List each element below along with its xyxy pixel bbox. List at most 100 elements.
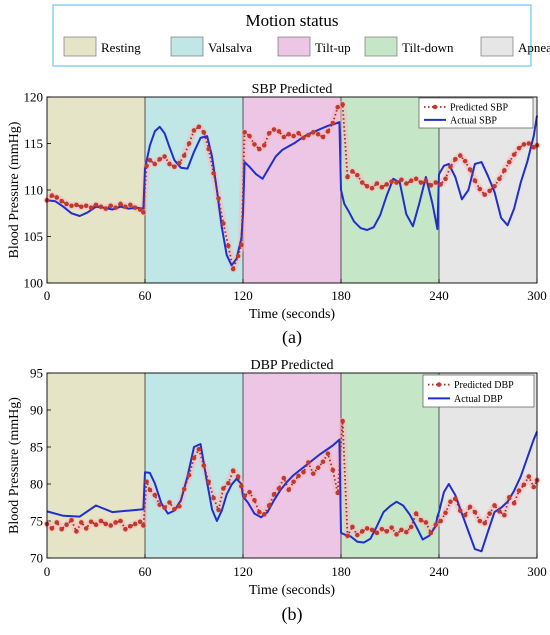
dbp-predicted-point bbox=[181, 486, 187, 492]
sbp-predicted-point bbox=[221, 221, 226, 226]
sbp-predicted-point bbox=[443, 176, 448, 182]
sbp-predicted-point bbox=[408, 178, 414, 183]
sbp-x-tick-label: 60 bbox=[139, 288, 152, 303]
dbp-predicted-point bbox=[399, 527, 404, 533]
sbp-predicted-point bbox=[506, 159, 512, 165]
sbp-legend-actual-label: Actual SBP bbox=[450, 115, 497, 126]
sbp-predicted-point bbox=[266, 130, 272, 136]
dbp-y-axis-label: Blood Pressure (mmHg) bbox=[7, 397, 22, 534]
dbp-predicted-point bbox=[242, 493, 247, 499]
dbp-predicted-point bbox=[374, 530, 380, 536]
dbp-predicted-point bbox=[211, 495, 216, 501]
sbp-predicted-point bbox=[301, 135, 306, 141]
sbp-predicted-point bbox=[521, 142, 527, 147]
dbp-predicted-point bbox=[239, 483, 244, 489]
dbp-predicted-point bbox=[291, 479, 296, 485]
sbp-predicted-point bbox=[252, 142, 257, 147]
dbp-predicted-point bbox=[266, 503, 272, 508]
sbp-predicted-point bbox=[69, 203, 74, 209]
dbp-predicted-point bbox=[355, 532, 360, 538]
sbp-predicted-point bbox=[157, 157, 162, 162]
dbp-predicted-point bbox=[162, 505, 167, 510]
sbp-predicted-point bbox=[457, 153, 463, 158]
dbp-predicted-point bbox=[394, 532, 399, 537]
dbp-y-tick-label: 95 bbox=[30, 366, 43, 381]
dbp-predicted-point bbox=[477, 518, 483, 524]
sbp-chart-title: SBP Predicted bbox=[252, 82, 333, 97]
dbp-x-tick-label: 120 bbox=[233, 564, 253, 579]
sbp-predicted-point bbox=[132, 205, 138, 210]
dbp-predicted-point bbox=[369, 527, 375, 533]
dbp-predicted-point bbox=[384, 529, 390, 534]
sbp-predicted-point bbox=[167, 161, 172, 167]
sbp-predicted-point bbox=[128, 202, 133, 208]
sbp-predicted-point bbox=[226, 243, 231, 249]
sbp-predicted-point bbox=[74, 202, 79, 208]
sbp-predicted-point bbox=[103, 206, 109, 211]
sbp-predicted-point bbox=[315, 131, 321, 137]
dbp-predicted-point bbox=[428, 530, 434, 536]
sbp-predicted-point bbox=[359, 180, 365, 185]
sbp-x-tick-label: 120 bbox=[233, 288, 253, 303]
sbp-predicted-point bbox=[384, 182, 390, 187]
sbp-predicted-point bbox=[306, 132, 311, 138]
sbp-predicted-point bbox=[497, 176, 502, 182]
dbp-predicted-point bbox=[340, 418, 345, 424]
sbp-predicted-point bbox=[247, 133, 252, 139]
dbp-predicted-point bbox=[54, 520, 60, 525]
motion-status-items: Resting Valsalva Tilt-up Tilt-down Apnea bbox=[63, 36, 550, 57]
sbp-y-tick-labels: 100 105 110 115 120 bbox=[24, 90, 44, 291]
sbp-predicted-point bbox=[345, 174, 350, 180]
status-swatch-valsalva bbox=[170, 36, 204, 57]
dbp-x-tick-label: 240 bbox=[429, 564, 449, 579]
status-swatch-apnea bbox=[480, 36, 514, 57]
dbp-predicted-point bbox=[79, 520, 84, 525]
dbp-predicted-point bbox=[482, 520, 488, 526]
sbp-x-tick-label: 180 bbox=[331, 288, 351, 303]
sbp-predicted-point bbox=[144, 163, 149, 169]
sbp-x-axis-label: Time (seconds) bbox=[249, 307, 336, 322]
sbp-predicted-point bbox=[340, 102, 345, 107]
sbp-predicted-point bbox=[216, 196, 221, 201]
sbp-predicted-point bbox=[433, 180, 439, 185]
sbp-x-tick-label: 300 bbox=[527, 288, 547, 303]
dbp-predicted-point bbox=[141, 523, 146, 528]
dbp-predicted-point bbox=[345, 533, 350, 539]
sbp-series bbox=[43, 100, 541, 273]
sbp-predicted-point bbox=[413, 176, 419, 182]
sbp-predicted-point bbox=[239, 242, 244, 248]
sbp-predicted-point bbox=[453, 157, 458, 162]
sbp-predicted-point bbox=[98, 204, 104, 210]
dbp-predicted-point bbox=[457, 508, 463, 513]
sbp-chart: 0 60 120 180 240 300 100 105 110 115 120 SBP Pred… bbox=[7, 82, 547, 348]
sbp-x-tick-label: 240 bbox=[429, 288, 449, 303]
dbp-predicted-point bbox=[152, 492, 158, 498]
dbp-predicted-point bbox=[492, 503, 497, 508]
dbp-predicted-point bbox=[132, 521, 138, 527]
dbp-predicted-point bbox=[438, 518, 443, 524]
dbp-x-tick-labels: 0 60 120 180 240 300 bbox=[44, 564, 547, 579]
sbp-predicted-point bbox=[364, 183, 370, 189]
sbp-predicted-point bbox=[325, 129, 331, 134]
dbp-predicted-point bbox=[423, 520, 429, 525]
status-label-resting: Resting bbox=[101, 40, 141, 55]
dbp-predicted-point bbox=[521, 482, 527, 488]
sbp-predicted-point bbox=[492, 183, 497, 189]
sbp-predicted-point bbox=[49, 193, 55, 198]
dbp-predicted-point bbox=[301, 469, 306, 475]
dbp-predicted-point bbox=[64, 522, 69, 527]
sbp-predicted-point bbox=[177, 160, 182, 166]
dbp-predicted-point bbox=[74, 529, 79, 534]
sbp-predicted-point bbox=[83, 203, 89, 209]
dbp-y-tick-label: 75 bbox=[30, 514, 43, 529]
sbp-predicted-point bbox=[448, 164, 453, 170]
dbp-predicted-point bbox=[511, 500, 517, 506]
sbp-predicted-point bbox=[428, 183, 434, 188]
dbp-x-tick-label: 300 bbox=[527, 564, 547, 579]
sbp-region-2 bbox=[243, 97, 341, 283]
dbp-predicted-point bbox=[531, 484, 537, 490]
dbp-predicted-point bbox=[359, 529, 365, 534]
sbp-predicted-point bbox=[79, 204, 84, 210]
dbp-x-tick-label: 60 bbox=[139, 564, 152, 579]
sbp-predicted-point bbox=[186, 141, 192, 146]
